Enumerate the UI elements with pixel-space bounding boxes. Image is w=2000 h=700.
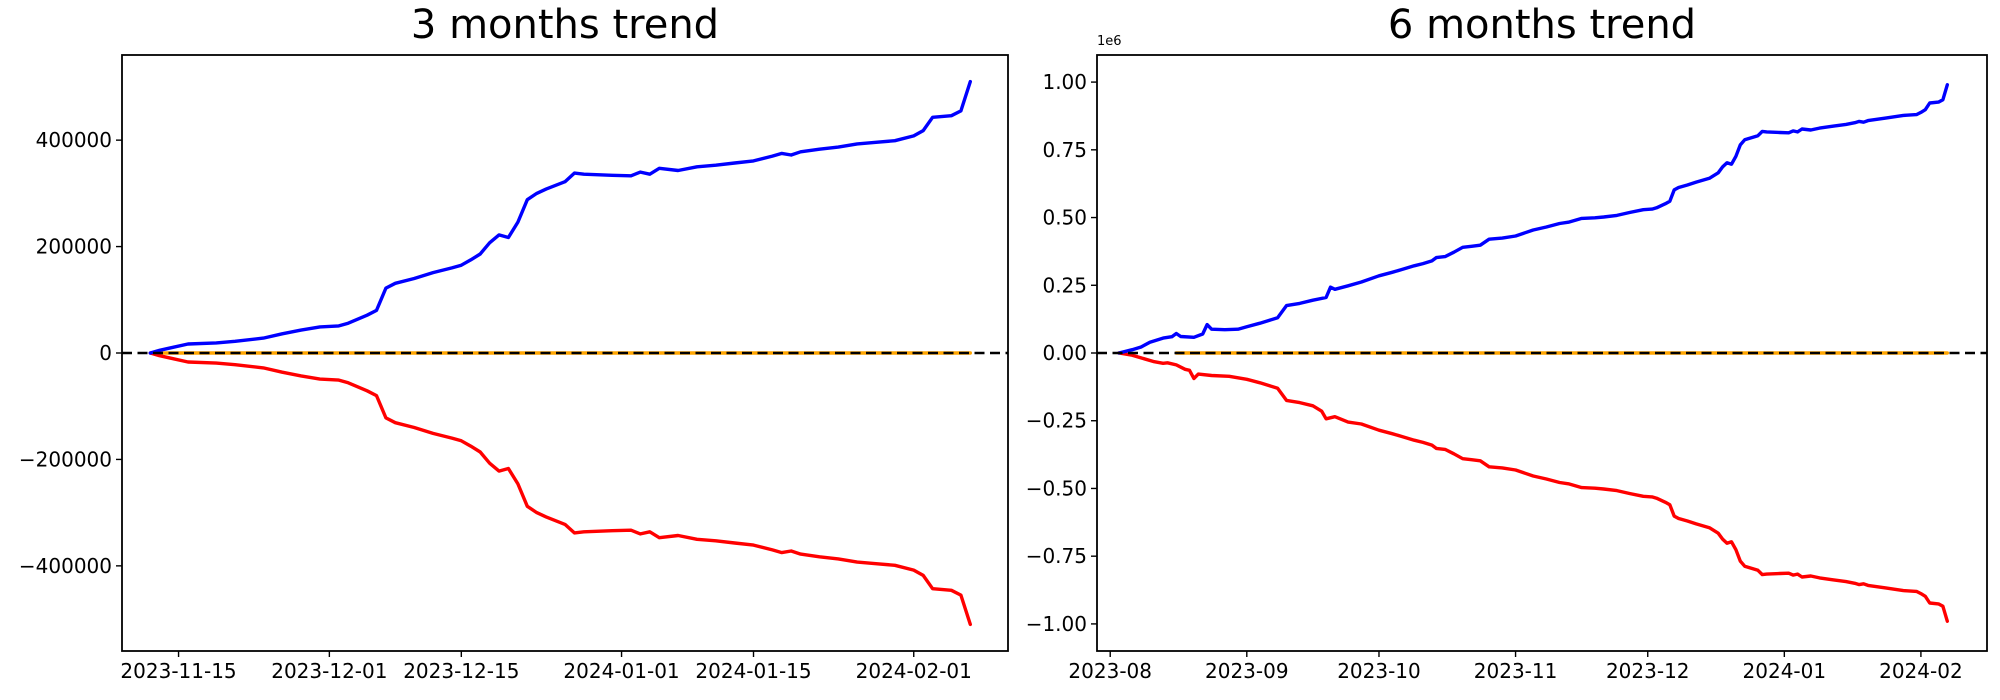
x-tick-label: 2024-02 bbox=[1879, 659, 1963, 683]
y-tick-label: 0.00 bbox=[1042, 341, 1087, 365]
series-line-cumulative-increase bbox=[148, 79, 972, 355]
x-tick-label: 2023-11-15 bbox=[120, 659, 236, 683]
y-tick-label: −200000 bbox=[19, 447, 112, 471]
x-tick-label: 2024-01 bbox=[1743, 659, 1827, 683]
x-tick-label: 2023-10 bbox=[1337, 659, 1421, 683]
chart-title-3-months-trend: 3 months trend bbox=[410, 2, 720, 48]
y-tick-label: 200000 bbox=[36, 235, 112, 259]
y-tick-label: −0.75 bbox=[1026, 544, 1087, 568]
series-line-cumulative-decrease bbox=[148, 351, 972, 627]
chart-1: 2023-08 2023-09 2023-10 2023-11 2023-12 2024-… bbox=[1026, 54, 1988, 683]
chart-title-6-months-trend: 6 months trend bbox=[1387, 2, 1697, 48]
y-tick-label: 400000 bbox=[36, 128, 112, 152]
chart-0: 2023-11-15 2023-12-01 2023-12-15 2024-01-01… bbox=[19, 54, 1009, 683]
x-tick-label: 2023-11 bbox=[1474, 659, 1558, 683]
x-tick-label: 2024-02-01 bbox=[856, 659, 972, 683]
y-tick-label: 0 bbox=[99, 341, 112, 365]
x-tick-label: 2024-01-01 bbox=[563, 659, 679, 683]
y-tick-label: 0.25 bbox=[1042, 273, 1087, 297]
series-line-cumulative-decrease bbox=[1117, 351, 1950, 623]
x-tick-label: 2023-12-15 bbox=[403, 659, 519, 683]
y-tick-label: 0.75 bbox=[1042, 138, 1087, 162]
y-axis-offset-label: 1e6 bbox=[1097, 34, 1122, 49]
series-line-cumulative-increase bbox=[1117, 83, 1950, 355]
x-tick-label: 2023-12 bbox=[1606, 659, 1690, 683]
x-tick-label: 2024-01-15 bbox=[695, 659, 811, 683]
y-tick-label: 1.00 bbox=[1042, 70, 1087, 94]
x-tick-label: 2023-08 bbox=[1068, 659, 1152, 683]
y-tick-label: −400000 bbox=[19, 554, 112, 578]
y-tick-label: −0.25 bbox=[1026, 409, 1087, 433]
y-tick-label: −0.50 bbox=[1026, 476, 1087, 500]
x-tick-label: 2023-09 bbox=[1205, 659, 1289, 683]
y-tick-label: 0.50 bbox=[1042, 206, 1087, 230]
y-tick-label: −1.00 bbox=[1026, 612, 1087, 636]
x-tick-label: 2023-12-01 bbox=[271, 659, 387, 683]
